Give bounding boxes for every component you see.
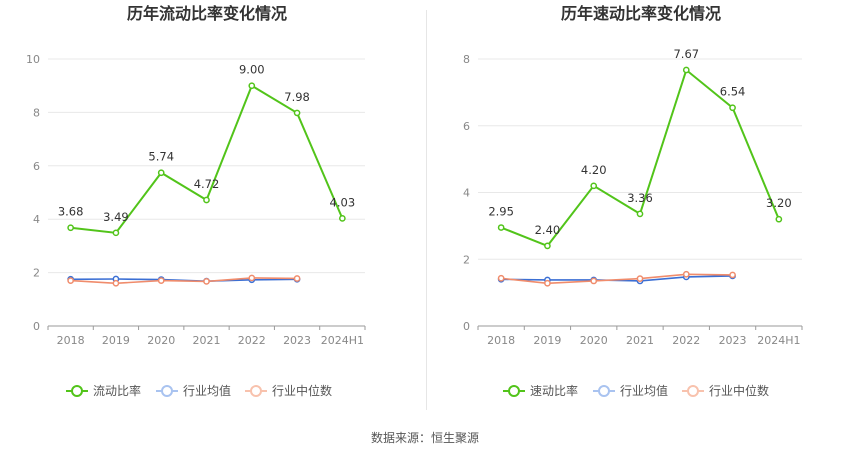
x-tick-label: 2021 xyxy=(193,334,221,347)
x-tick-label: 2024H1 xyxy=(321,334,364,347)
data-label: 9.00 xyxy=(239,63,265,77)
x-tick-label: 2020 xyxy=(580,334,608,347)
source-note: 数据来源：恒生聚源 xyxy=(370,431,479,445)
data-point xyxy=(590,277,598,285)
data-label: 7.67 xyxy=(673,47,699,61)
data-point xyxy=(497,274,505,282)
legend-label: 行业均值 xyxy=(620,383,668,398)
data-point xyxy=(544,242,551,250)
data-label: 2.40 xyxy=(535,223,561,237)
panel-divider xyxy=(426,10,427,410)
x-tick-label: 2024H1 xyxy=(757,334,800,347)
data-point xyxy=(112,279,120,287)
data-point xyxy=(157,277,165,284)
y-tick-label: 6 xyxy=(463,120,470,133)
legend-label: 行业中位数 xyxy=(272,383,332,398)
series-line xyxy=(70,277,298,285)
data-point xyxy=(203,196,210,204)
y-tick-label: 2 xyxy=(33,267,40,280)
data-point xyxy=(67,224,74,232)
data-point xyxy=(203,278,210,285)
data-point xyxy=(248,274,256,282)
data-point xyxy=(67,277,74,284)
y-tick-label: 8 xyxy=(33,106,40,119)
data-label: 7.98 xyxy=(284,90,310,104)
data-point xyxy=(682,66,690,74)
x-tick-label: 2019 xyxy=(102,334,130,347)
data-point xyxy=(775,215,783,223)
data-point xyxy=(636,275,644,282)
data-label: 2.95 xyxy=(488,205,514,219)
chart-panel-2: 历年速动比率变化情况 0 2 4 6 8 2018 2019 2020 2021 2022 2023 2… xyxy=(463,4,803,398)
x-tick-label: 2018 xyxy=(57,334,85,347)
x-tick-label: 2022 xyxy=(672,334,700,347)
y-tick-label: 4 xyxy=(33,213,40,226)
data-point xyxy=(339,215,346,222)
x-tick-label: 2021 xyxy=(626,334,654,347)
data-point xyxy=(729,104,736,112)
data-point xyxy=(729,271,736,279)
y-tick-label: 6 xyxy=(33,160,40,173)
x-tick-label: 2020 xyxy=(147,334,175,347)
data-label: 3.49 xyxy=(103,210,129,224)
series-line xyxy=(501,273,733,285)
data-point xyxy=(293,275,301,282)
data-point xyxy=(682,270,690,278)
data-point xyxy=(112,229,120,237)
data-label: 4.03 xyxy=(330,195,356,209)
data-label: 3.36 xyxy=(627,191,653,205)
legend-marker xyxy=(687,385,699,397)
y-tick-label: 4 xyxy=(463,187,470,200)
data-label: 3.20 xyxy=(766,196,792,210)
x-tick-label: 2023 xyxy=(719,334,747,347)
y-tick-label: 10 xyxy=(26,53,40,66)
chart-title: 历年速动比率变化情况 xyxy=(561,4,721,23)
y-tick-label: 2 xyxy=(463,253,470,266)
data-point xyxy=(293,109,301,117)
legend-marker xyxy=(71,385,83,397)
legend-marker xyxy=(250,385,262,397)
chart-panel-1: 历年流动比率变化情况 0 2 4 6 8 10 2018 2019 2020 2021 2022 202… xyxy=(26,4,366,398)
legend-label: 速动比率 xyxy=(530,383,578,398)
data-point xyxy=(497,224,505,231)
chart-title: 历年流动比率变化情况 xyxy=(127,4,287,23)
data-point xyxy=(590,182,598,190)
legend-label: 行业均值 xyxy=(183,383,231,398)
data-label: 4.20 xyxy=(581,163,607,177)
x-tick-label: 2018 xyxy=(487,334,515,347)
x-tick-label: 2023 xyxy=(283,334,311,347)
data-point xyxy=(544,279,551,287)
legend-label: 行业中位数 xyxy=(709,383,769,398)
data-point xyxy=(636,210,644,218)
data-label: 6.54 xyxy=(720,85,746,99)
legend-label: 流动比率 xyxy=(93,383,141,398)
data-point xyxy=(157,169,165,177)
y-tick-label: 0 xyxy=(463,320,470,333)
y-tick-label: 0 xyxy=(33,320,40,333)
legend-marker xyxy=(508,385,520,397)
legend-marker xyxy=(161,385,173,397)
x-tick-label: 2019 xyxy=(533,334,561,347)
data-point xyxy=(248,82,256,90)
data-label: 4.72 xyxy=(194,177,220,191)
data-label: 5.74 xyxy=(148,150,174,164)
legend-marker xyxy=(598,385,610,397)
y-tick-label: 8 xyxy=(463,53,470,66)
x-tick-label: 2022 xyxy=(238,334,266,347)
data-label: 3.68 xyxy=(58,205,84,219)
